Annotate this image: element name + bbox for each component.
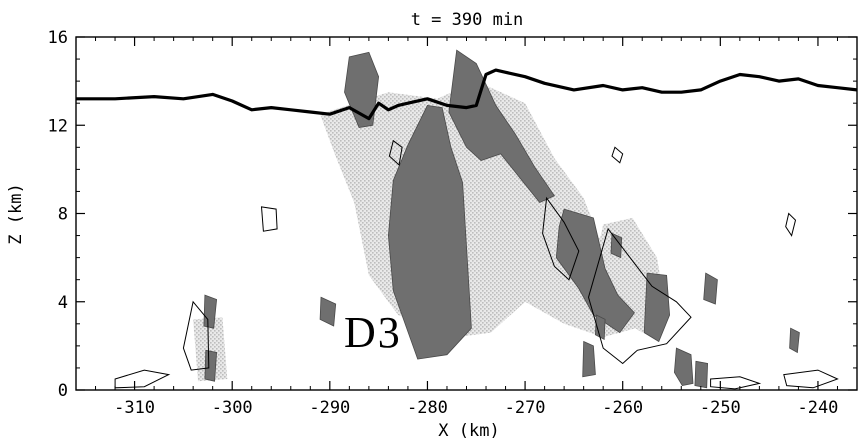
thick-contour-line: [76, 68, 857, 121]
thin-contour: [785, 212, 797, 237]
dark-shaded-region: [594, 314, 606, 340]
y-tick-label: 12: [48, 116, 68, 136]
y-tick-label: 4: [58, 293, 68, 313]
axes-layer: -310 -300 -290 -280 -270 -260 -250 -240 0 4 8 12 16: [48, 28, 858, 418]
x-axis-label: X (km): [438, 421, 499, 441]
x-tick-label: -280: [407, 398, 448, 418]
x-tick-label: -240: [797, 398, 838, 418]
thin-contour: [388, 139, 403, 166]
y-tick-label: 16: [48, 28, 68, 48]
dark-shaded-region: [789, 327, 800, 354]
dark-shaded-region: [643, 272, 671, 343]
thin-contour: [783, 369, 839, 389]
dark-shaded-layer: [203, 49, 800, 389]
x-tick-label: -300: [212, 398, 253, 418]
thin-contour: [611, 146, 624, 164]
y-axis-label: Z (km): [6, 183, 26, 244]
x-tick-label: -260: [602, 398, 643, 418]
thin-contour: [182, 300, 210, 371]
dark-shaded-region: [448, 49, 555, 203]
thin-contour: [710, 376, 762, 390]
d3-annotation: D3: [344, 308, 402, 357]
x-tick-label: -270: [505, 398, 546, 418]
thin-contour: [542, 196, 580, 281]
dark-shaded-region: [582, 340, 596, 378]
dark-shaded-region: [694, 360, 709, 389]
dark-shaded-region: [673, 347, 694, 387]
x-tick-label: -250: [700, 398, 741, 418]
dark-shaded-region: [610, 232, 623, 259]
thin-contour: [587, 227, 692, 365]
dark-shaded-region: [204, 349, 218, 382]
dark-shaded-region: [703, 272, 718, 305]
x-tick-label: -290: [309, 398, 350, 418]
y-tick-label: 8: [58, 205, 68, 225]
chart-title: t = 390 min: [411, 10, 524, 30]
thin-contour: [260, 206, 278, 232]
x-tick-label: -310: [114, 398, 155, 418]
light-shaded-region: [193, 317, 228, 382]
thin-contour-layer: [114, 139, 839, 390]
dark-shaded-region: [319, 296, 337, 327]
dark-shaded-region: [387, 104, 472, 360]
y-tick-label: 0: [58, 381, 68, 401]
thin-contour: [114, 369, 171, 389]
thick-contour-layer: [76, 68, 857, 121]
